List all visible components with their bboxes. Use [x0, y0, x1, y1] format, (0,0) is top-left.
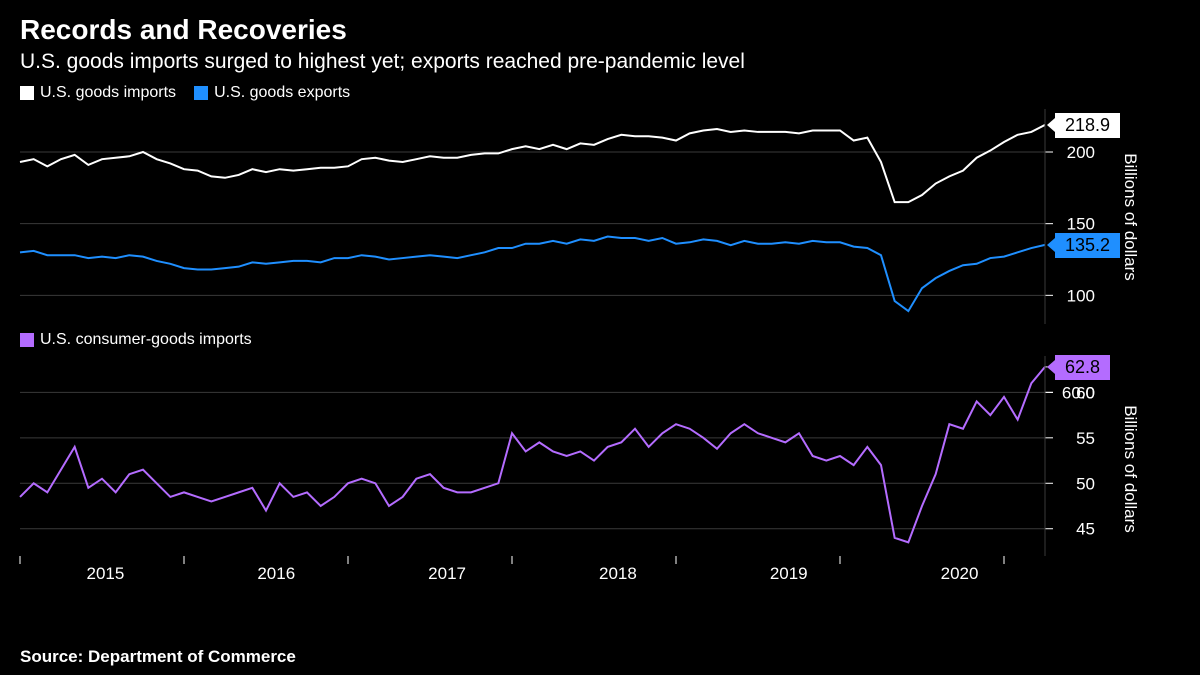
legend-swatch — [20, 86, 34, 100]
svg-text:55: 55 — [1076, 429, 1095, 448]
endpoint-label: 62.8 — [1055, 355, 1110, 380]
legend-swatch — [194, 86, 208, 100]
panel1-y-title: Billions of dollars — [1120, 153, 1140, 281]
chart-title: Records and Recoveries — [20, 14, 1180, 46]
x-tick-label: 2020 — [874, 564, 1045, 584]
endpoint-label: 135.2 — [1055, 233, 1120, 258]
x-tick-label: 2017 — [362, 564, 533, 584]
legend-item: U.S. consumer-goods imports — [20, 331, 252, 349]
legend-label: U.S. goods exports — [214, 84, 350, 102]
x-tick-label: 2015 — [20, 564, 191, 584]
svg-text:50: 50 — [1076, 474, 1095, 493]
svg-text:60.0: 60.0 — [1062, 383, 1095, 402]
x-tick-label: 2016 — [191, 564, 362, 584]
legend-swatch — [20, 333, 34, 347]
x-tick-label: 2019 — [703, 564, 874, 584]
legend-label: U.S. goods imports — [40, 84, 176, 102]
x-tick-label: 2018 — [532, 564, 703, 584]
svg-text:45: 45 — [1076, 520, 1095, 539]
svg-text:150: 150 — [1067, 215, 1095, 234]
panel1-legend: U.S. goods imports U.S. goods exports — [0, 78, 1200, 104]
svg-text:200: 200 — [1067, 143, 1095, 162]
x-axis-labels: 201520162017201820192020 — [20, 564, 1045, 584]
panel1-chart: 100 150 200 Billions of dollars 218.9 135.2 — [0, 104, 1200, 329]
legend-item: U.S. goods exports — [194, 84, 350, 102]
source-text: Source: Department of Commerce — [20, 647, 296, 667]
endpoint-label: 218.9 — [1055, 113, 1120, 138]
chart-subtitle: U.S. goods imports surged to highest yet… — [20, 50, 1180, 74]
panel2-legend: U.S. consumer-goods imports — [0, 329, 1200, 351]
legend-label: U.S. consumer-goods imports — [40, 331, 252, 349]
svg-text:100: 100 — [1067, 286, 1095, 305]
panel2-chart: 4550556060.062.8 Billions of dollars 201… — [0, 351, 1200, 586]
legend-item: U.S. goods imports — [20, 84, 176, 102]
panel2-y-title: Billions of dollars — [1120, 405, 1140, 533]
